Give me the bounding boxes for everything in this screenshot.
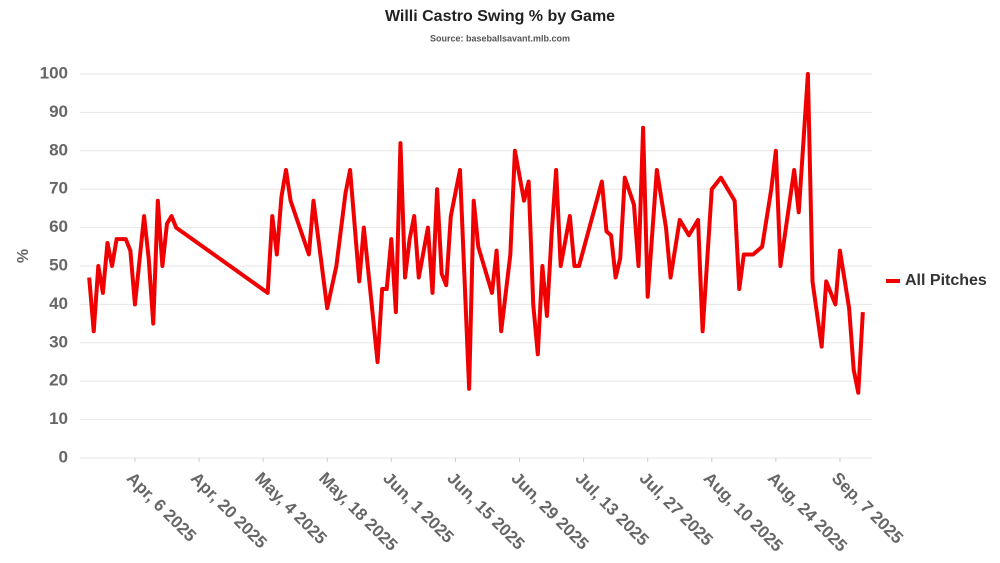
y-tick-label: 100: [40, 63, 68, 82]
y-tick-label: 30: [49, 332, 68, 351]
y-tick-label: 40: [49, 294, 68, 313]
y-tick-label: 0: [59, 447, 68, 466]
y-tick-label: 20: [49, 371, 68, 390]
y-tick-label: 10: [49, 409, 68, 428]
y-tick-label: 80: [49, 140, 68, 159]
chart-title: Willi Castro Swing % by Game: [385, 8, 615, 25]
y-tick-label: 90: [49, 102, 68, 121]
y-tick-label: 70: [49, 179, 68, 198]
y-tick-label: 50: [49, 255, 68, 274]
y-tick-label: 60: [49, 217, 68, 236]
legend-label: All Pitches: [905, 272, 987, 289]
chart-subtitle: Source: baseballsavant.mlb.com: [430, 33, 570, 43]
data-line: [87, 72, 865, 395]
y-axis-label: %: [15, 249, 32, 263]
